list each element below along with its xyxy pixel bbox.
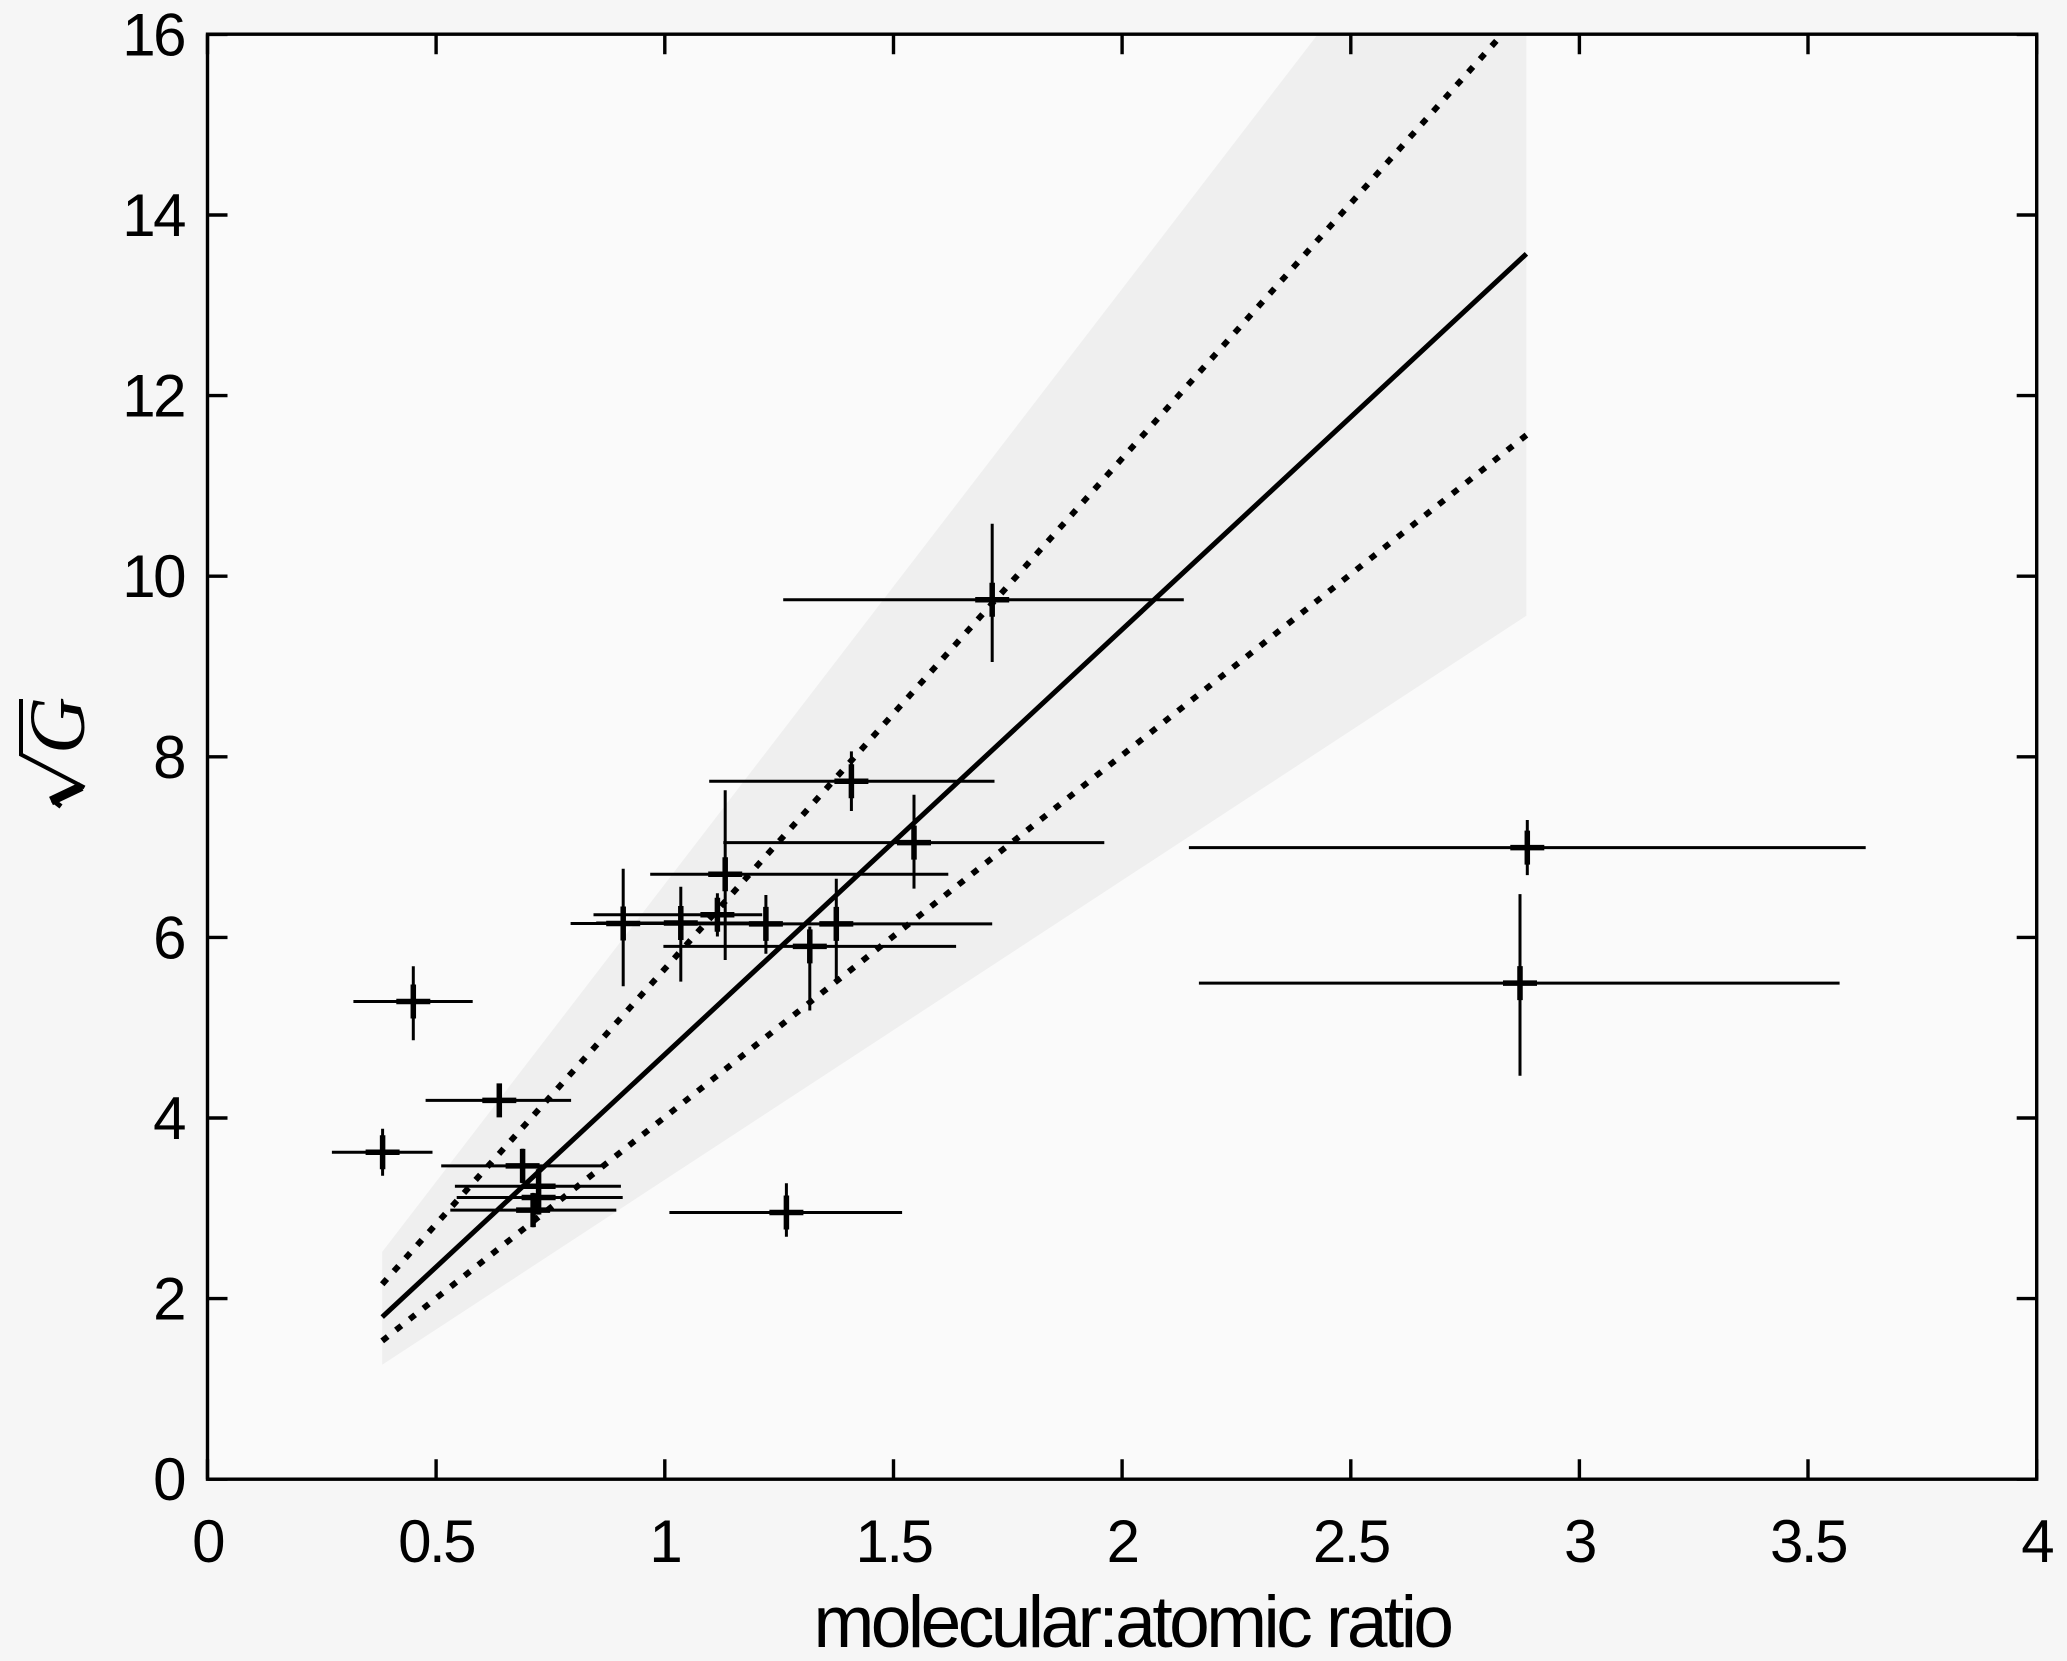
svg-text:0: 0 <box>192 1508 224 1575</box>
svg-text:6: 6 <box>153 904 184 971</box>
svg-text:2.5: 2.5 <box>1313 1508 1389 1575</box>
svg-text:G: G <box>15 697 102 754</box>
svg-text:molecular:atomic ratio: molecular:atomic ratio <box>813 1582 1451 1661</box>
svg-text:14: 14 <box>122 182 185 249</box>
svg-text:0.5: 0.5 <box>398 1508 474 1575</box>
svg-text:2: 2 <box>153 1266 184 1333</box>
svg-text:1.5: 1.5 <box>856 1508 932 1575</box>
svg-text:3: 3 <box>1564 1508 1595 1575</box>
svg-text:4: 4 <box>2021 1508 2053 1575</box>
svg-text:0: 0 <box>153 1446 185 1513</box>
svg-text:3.5: 3.5 <box>1770 1508 1846 1575</box>
svg-text:12: 12 <box>122 363 184 430</box>
svg-text:2: 2 <box>1107 1508 1138 1575</box>
svg-text:10: 10 <box>122 543 185 610</box>
svg-text:16: 16 <box>122 1 184 68</box>
svg-text:4: 4 <box>153 1085 185 1152</box>
svg-text:8: 8 <box>153 724 184 791</box>
svg-text:1: 1 <box>649 1508 680 1575</box>
